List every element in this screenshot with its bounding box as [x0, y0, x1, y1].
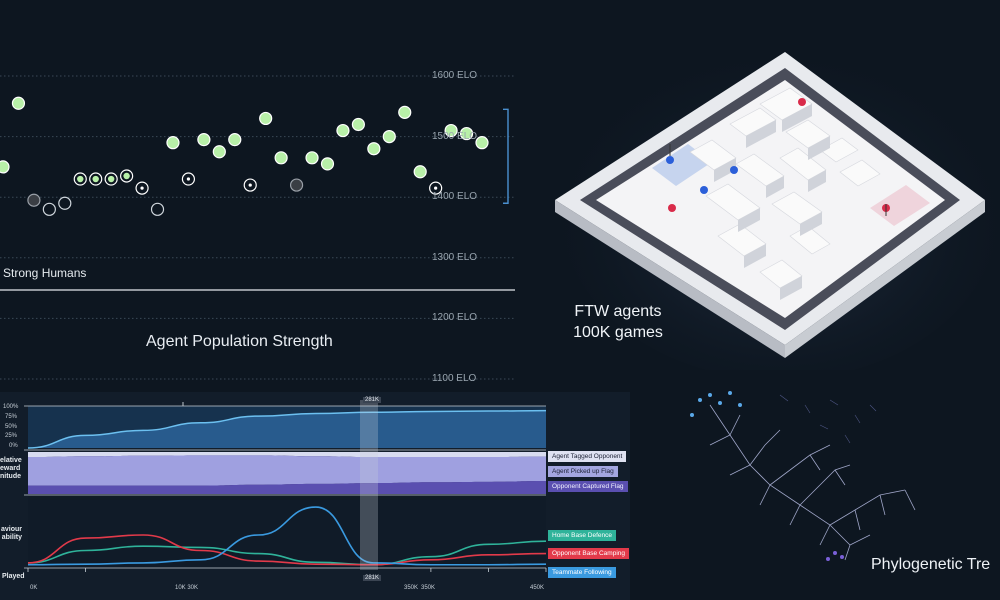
progress-area-fill: [28, 410, 546, 448]
legend-teammate-following: Teammate Following: [548, 567, 616, 578]
training-timeline-chart: [24, 400, 547, 572]
label-line: elative: [0, 457, 22, 464]
games-played-label: Played: [2, 573, 25, 580]
x-tick-label: 350K: [404, 585, 419, 591]
elo-data-point: [444, 123, 458, 138]
elo-data-point: [89, 172, 103, 186]
elo-data-point: [58, 196, 72, 210]
strong-humans-label: Strong Humans: [3, 266, 87, 280]
elo-data-point: [73, 172, 87, 186]
elo-data-point-core: [92, 175, 99, 183]
legend-opponent-captured-flag: Opponent Captured Flag: [548, 481, 628, 492]
elo-data-point: [336, 123, 350, 138]
elo-data-point: [259, 111, 273, 126]
behaviour-probability-label: aviour ability: [0, 526, 22, 542]
elo-data-point: [197, 133, 211, 147]
elo-data-point: [212, 145, 226, 159]
phylogenetic-tree-illustration: [690, 391, 916, 561]
elo-data-point: [150, 202, 165, 216]
label-line: eward: [0, 465, 21, 472]
timeline-marker-band: [360, 400, 378, 570]
label-line: aviour: [0, 526, 22, 533]
elo-level-label: 1500 ELO: [432, 131, 478, 142]
behaviour-line-1: [27, 540, 547, 566]
elo-data-point: [104, 172, 118, 186]
x-tick-label: 0K: [30, 585, 38, 591]
elo-data-point-core: [186, 177, 191, 181]
elo-data-point: [289, 178, 304, 192]
marker-label-bottom: 281K: [363, 575, 382, 581]
elo-range-bracket: [503, 108, 509, 204]
x-tick-label: 450K: [530, 585, 545, 591]
phylogenetic-tree-title: Phylogenetic Tre: [871, 556, 991, 573]
elo-data-point-core: [123, 172, 130, 180]
map-caption-line: FTW agents: [574, 303, 662, 320]
elo-data-point: [398, 105, 412, 119]
map-caption: FTW agents 100K games: [560, 301, 676, 343]
reward-area-2: [28, 455, 546, 486]
elo-level-label: 1100 ELO: [432, 373, 477, 384]
y-tick-label: 0%: [9, 443, 18, 449]
elo-data-point: [0, 160, 10, 174]
elo-data-point: [120, 169, 134, 183]
y-tick-label: 75%: [5, 414, 18, 420]
elo-data-point: [459, 126, 474, 141]
legend-agent-tagged-opponent: Agent Tagged Opponent: [548, 451, 627, 462]
elo-data-point: [166, 136, 180, 150]
elo-data-point-core: [140, 186, 144, 190]
label-line: nitude: [0, 473, 21, 480]
elo-level-label: 1300 ELO: [432, 252, 478, 263]
elo-data-point: [382, 130, 396, 144]
elo-level-label: 1400 ELO: [432, 191, 478, 202]
elo-data-point: [135, 181, 149, 195]
behaviour-line-2: [27, 534, 547, 566]
elo-scatter-plot: [0, 75, 515, 380]
elo-data-point-core: [107, 175, 115, 183]
legend-home-base-defence: Home Base Defence: [548, 530, 616, 541]
elo-data-point-core: [434, 186, 438, 190]
legend-agent-picked-up-flag: Agent Picked up Flag: [548, 466, 618, 477]
reward-area-1: [28, 452, 546, 458]
x-tick-label: 350K: [421, 585, 436, 591]
elo-data-point: [351, 117, 365, 132]
ctf-map-illustration: [555, 40, 1000, 370]
elo-data-point-core: [77, 175, 84, 183]
y-tick-label: 100%: [3, 404, 19, 410]
elo-data-point: [27, 193, 41, 207]
elo-data-point: [413, 165, 427, 179]
elo-data-point: [367, 142, 381, 156]
x-tick-label: 10K 30K: [175, 585, 199, 591]
legend-opponent-base-camping: Opponent Base Camping: [548, 548, 629, 559]
label-line: ability: [1, 534, 22, 541]
elo-data-point: [320, 157, 335, 171]
elo-chart-title: Agent Population Strength: [146, 333, 333, 350]
behaviour-line-3: [27, 506, 547, 566]
y-tick-label: 50%: [5, 424, 18, 430]
elo-data-point: [475, 136, 489, 150]
elo-data-point: [429, 181, 443, 195]
marker-label-top: 281K: [363, 397, 382, 403]
reward-magnitude-label: elative eward nitude: [0, 457, 22, 481]
elo-data-point: [181, 172, 196, 186]
progress-area-line: [27, 409, 547, 449]
elo-data-point: [228, 133, 242, 147]
elo-data-point: [274, 151, 288, 165]
elo-level-label: 1600 ELO: [432, 70, 478, 81]
elo-data-point: [305, 151, 319, 165]
elo-data-point: [243, 178, 257, 192]
behaviour-area-frame: [28, 496, 546, 568]
elo-level-label: 1200 ELO: [432, 312, 478, 323]
elo-chart-panel: 1600 ELO 1500 ELO 1400 ELO 1300 ELO 1200…: [0, 0, 560, 390]
elo-data-point: [42, 202, 56, 216]
y-tick-label: 25%: [5, 433, 18, 439]
map-caption-line: 100K games: [573, 324, 663, 341]
reward-area-3: [28, 480, 546, 494]
elo-data-point-core: [248, 183, 252, 187]
elo-data-point: [11, 96, 26, 110]
